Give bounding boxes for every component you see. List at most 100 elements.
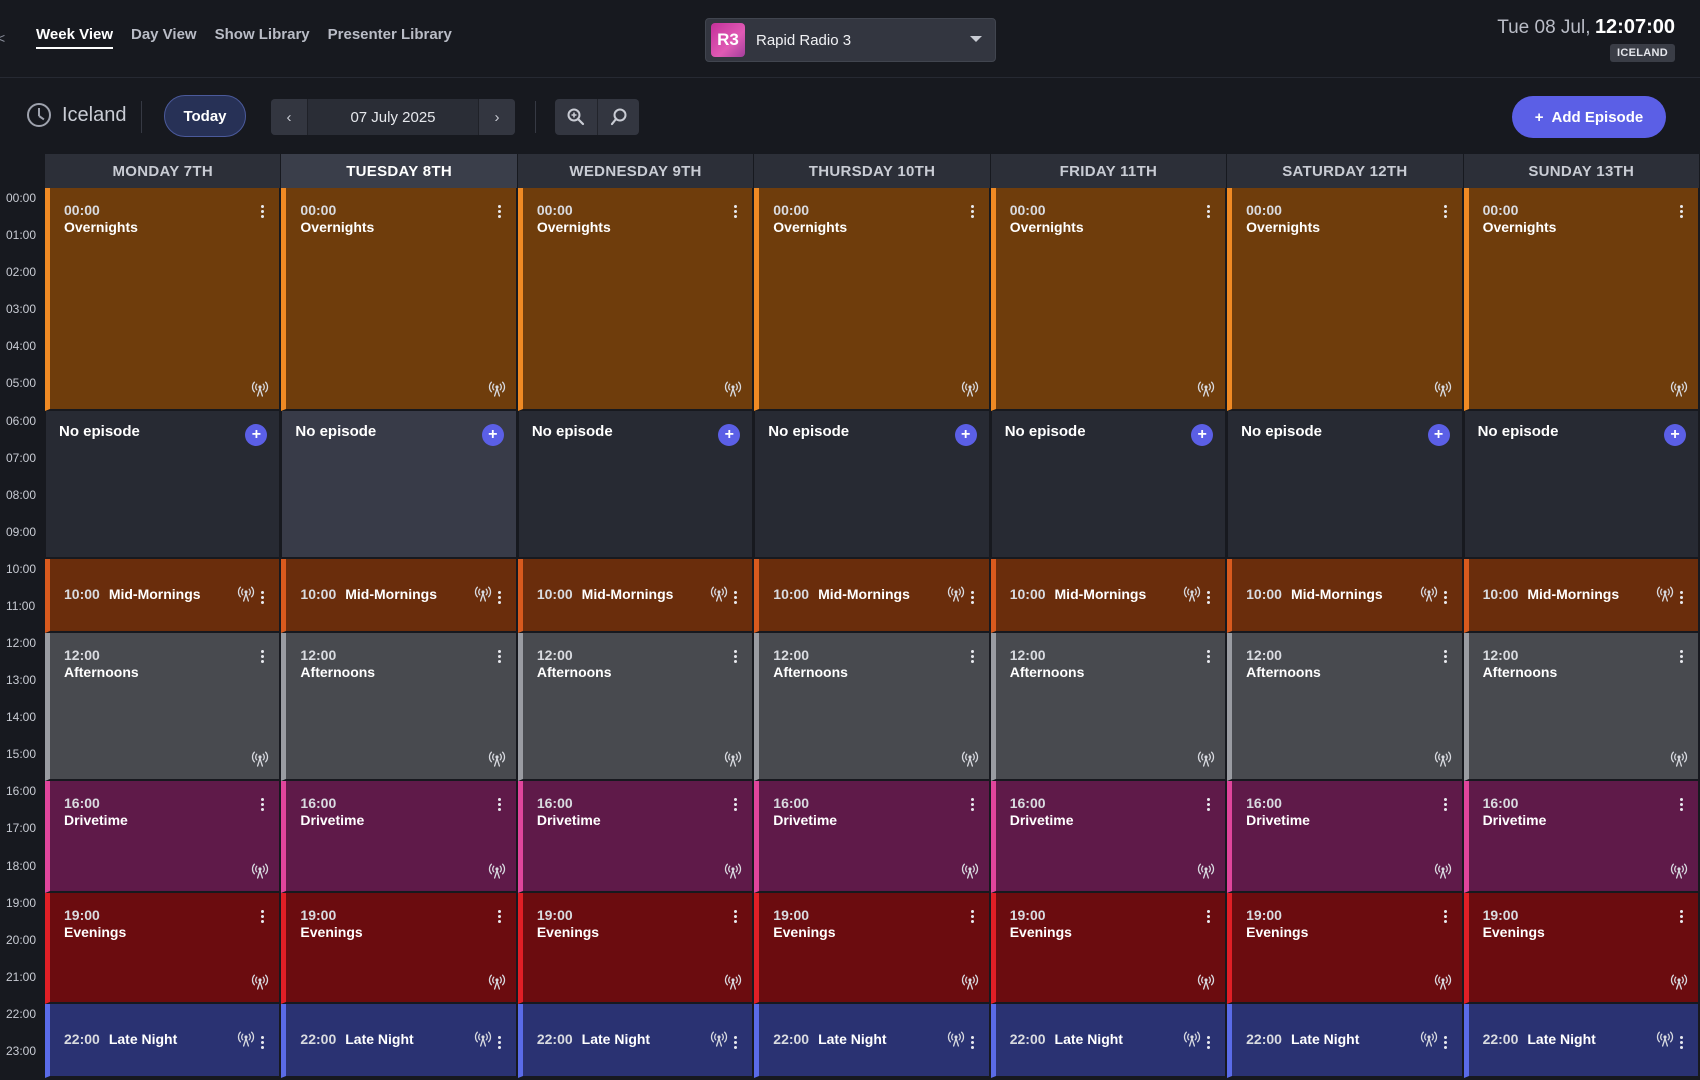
more-options-icon[interactable] <box>497 909 502 923</box>
day-header[interactable]: MONDAY 7TH <box>45 154 282 188</box>
add-episode-slot-button[interactable]: + <box>245 423 268 446</box>
episode-block[interactable]: 16:00 Drivetime <box>45 781 280 893</box>
day-header[interactable]: FRIDAY 11TH <box>990 154 1228 188</box>
more-options-icon[interactable] <box>970 1035 975 1049</box>
day-header[interactable]: THURSDAY 10TH <box>754 154 991 188</box>
collapse-edge-icon[interactable]: < <box>0 30 6 46</box>
more-options-icon[interactable] <box>734 1035 738 1049</box>
more-options-icon[interactable] <box>1207 909 1211 923</box>
add-episode-button[interactable]: + Add Episode <box>1512 96 1666 138</box>
empty-slot[interactable]: No episode + <box>754 410 989 559</box>
more-options-icon[interactable] <box>1443 205 1448 218</box>
more-options-icon[interactable] <box>261 590 265 604</box>
episode-block[interactable]: 19:00 Evenings <box>754 892 989 1004</box>
more-options-icon[interactable] <box>1207 798 1211 812</box>
episode-block[interactable]: 10:00 Mid-Mornings <box>990 558 1226 633</box>
episode-block[interactable]: 22:00 Late Night <box>45 1003 280 1078</box>
tab-presenter-library[interactable]: Presenter Library <box>327 26 452 43</box>
episode-block[interactable]: 00:00 Overnights <box>281 188 516 411</box>
episode-block[interactable]: 19:00 Evenings <box>517 892 753 1004</box>
add-episode-slot-button[interactable]: + <box>1663 423 1686 446</box>
more-options-icon[interactable] <box>734 650 738 663</box>
more-options-icon[interactable] <box>1207 1035 1211 1049</box>
more-options-icon[interactable] <box>1443 909 1448 923</box>
more-options-icon[interactable] <box>497 650 502 663</box>
add-episode-slot-button[interactable]: + <box>1427 423 1450 446</box>
empty-slot[interactable]: No episode + <box>517 410 753 559</box>
more-options-icon[interactable] <box>1443 1035 1448 1049</box>
episode-block[interactable]: 00:00 Overnights <box>1463 188 1698 411</box>
episode-block[interactable]: 12:00 Afternoons <box>754 633 989 782</box>
more-options-icon[interactable] <box>970 205 975 218</box>
more-options-icon[interactable] <box>1207 205 1211 218</box>
add-episode-slot-button[interactable]: + <box>481 423 504 446</box>
episode-block[interactable]: 16:00 Drivetime <box>281 781 516 893</box>
more-options-icon[interactable] <box>1443 650 1448 663</box>
episode-block[interactable]: 10:00 Mid-Mornings <box>1227 558 1462 633</box>
episode-block[interactable]: 10:00 Mid-Mornings <box>281 558 516 633</box>
day-header[interactable]: SATURDAY 12TH <box>1227 154 1464 188</box>
episode-block[interactable]: 12:00 Afternoons <box>990 633 1226 782</box>
previous-week-button[interactable]: ‹ <box>271 99 307 135</box>
more-options-icon[interactable] <box>734 205 738 218</box>
empty-slot[interactable]: No episode + <box>281 410 516 559</box>
station-selector[interactable]: R3 Rapid Radio 3 <box>705 18 996 62</box>
more-options-icon[interactable] <box>970 590 975 604</box>
episode-block[interactable]: 00:00 Overnights <box>990 188 1226 411</box>
episode-block[interactable]: 10:00 Mid-Mornings <box>754 558 989 633</box>
more-options-icon[interactable] <box>1679 205 1684 218</box>
more-options-icon[interactable] <box>1679 909 1684 923</box>
episode-block[interactable]: 16:00 Drivetime <box>754 781 989 893</box>
episode-block[interactable]: 12:00 Afternoons <box>517 633 753 782</box>
episode-block[interactable]: 00:00 Overnights <box>517 188 753 411</box>
next-week-button[interactable]: › <box>479 99 515 135</box>
zoom-in-button[interactable] <box>555 99 597 135</box>
tab-day-view[interactable]: Day View <box>131 26 197 43</box>
episode-block[interactable]: 22:00 Late Night <box>1463 1003 1698 1078</box>
more-options-icon[interactable] <box>497 1035 502 1049</box>
episode-block[interactable]: 22:00 Late Night <box>990 1003 1226 1078</box>
more-options-icon[interactable] <box>261 650 265 663</box>
more-options-icon[interactable] <box>497 205 502 218</box>
more-options-icon[interactable] <box>970 909 975 923</box>
episode-block[interactable]: 12:00 Afternoons <box>1227 633 1462 782</box>
empty-slot[interactable]: No episode + <box>1227 410 1462 559</box>
more-options-icon[interactable] <box>970 650 975 663</box>
day-header[interactable]: SUNDAY 13TH <box>1463 154 1700 188</box>
episode-block[interactable]: 19:00 Evenings <box>281 892 516 1004</box>
more-options-icon[interactable] <box>497 590 502 604</box>
episode-block[interactable]: 22:00 Late Night <box>517 1003 753 1078</box>
episode-block[interactable]: 16:00 Drivetime <box>1227 781 1462 893</box>
episode-block[interactable]: 16:00 Drivetime <box>1463 781 1698 893</box>
more-options-icon[interactable] <box>261 909 265 923</box>
tab-show-library[interactable]: Show Library <box>214 26 310 43</box>
episode-block[interactable]: 16:00 Drivetime <box>517 781 753 893</box>
episode-block[interactable]: 16:00 Drivetime <box>990 781 1226 893</box>
episode-block[interactable]: 22:00 Late Night <box>1227 1003 1462 1078</box>
more-options-icon[interactable] <box>497 798 502 812</box>
empty-slot[interactable]: No episode + <box>1463 410 1698 559</box>
episode-block[interactable]: 10:00 Mid-Mornings <box>517 558 753 633</box>
more-options-icon[interactable] <box>1679 798 1684 812</box>
more-options-icon[interactable] <box>1207 650 1211 663</box>
episode-block[interactable]: 22:00 Late Night <box>281 1003 516 1078</box>
add-episode-slot-button[interactable]: + <box>718 423 741 446</box>
more-options-icon[interactable] <box>734 590 738 604</box>
zoom-out-button[interactable] <box>597 99 639 135</box>
add-episode-slot-button[interactable]: + <box>1191 423 1214 446</box>
episode-block[interactable]: 10:00 Mid-Mornings <box>1463 558 1698 633</box>
day-header[interactable]: WEDNESDAY 9TH <box>517 154 755 188</box>
more-options-icon[interactable] <box>1679 590 1684 604</box>
empty-slot[interactable]: No episode + <box>990 410 1226 559</box>
day-header[interactable]: TUESDAY 8TH <box>281 154 518 188</box>
episode-block[interactable]: 12:00 Afternoons <box>45 633 280 782</box>
episode-block[interactable]: 00:00 Overnights <box>1227 188 1462 411</box>
more-options-icon[interactable] <box>734 909 738 923</box>
episode-block[interactable]: 10:00 Mid-Mornings <box>45 558 280 633</box>
more-options-icon[interactable] <box>1443 798 1448 812</box>
more-options-icon[interactable] <box>1679 1035 1684 1049</box>
episode-block[interactable]: 19:00 Evenings <box>1227 892 1462 1004</box>
episode-block[interactable]: 22:00 Late Night <box>754 1003 989 1078</box>
empty-slot[interactable]: No episode + <box>45 410 280 559</box>
more-options-icon[interactable] <box>1679 650 1684 663</box>
